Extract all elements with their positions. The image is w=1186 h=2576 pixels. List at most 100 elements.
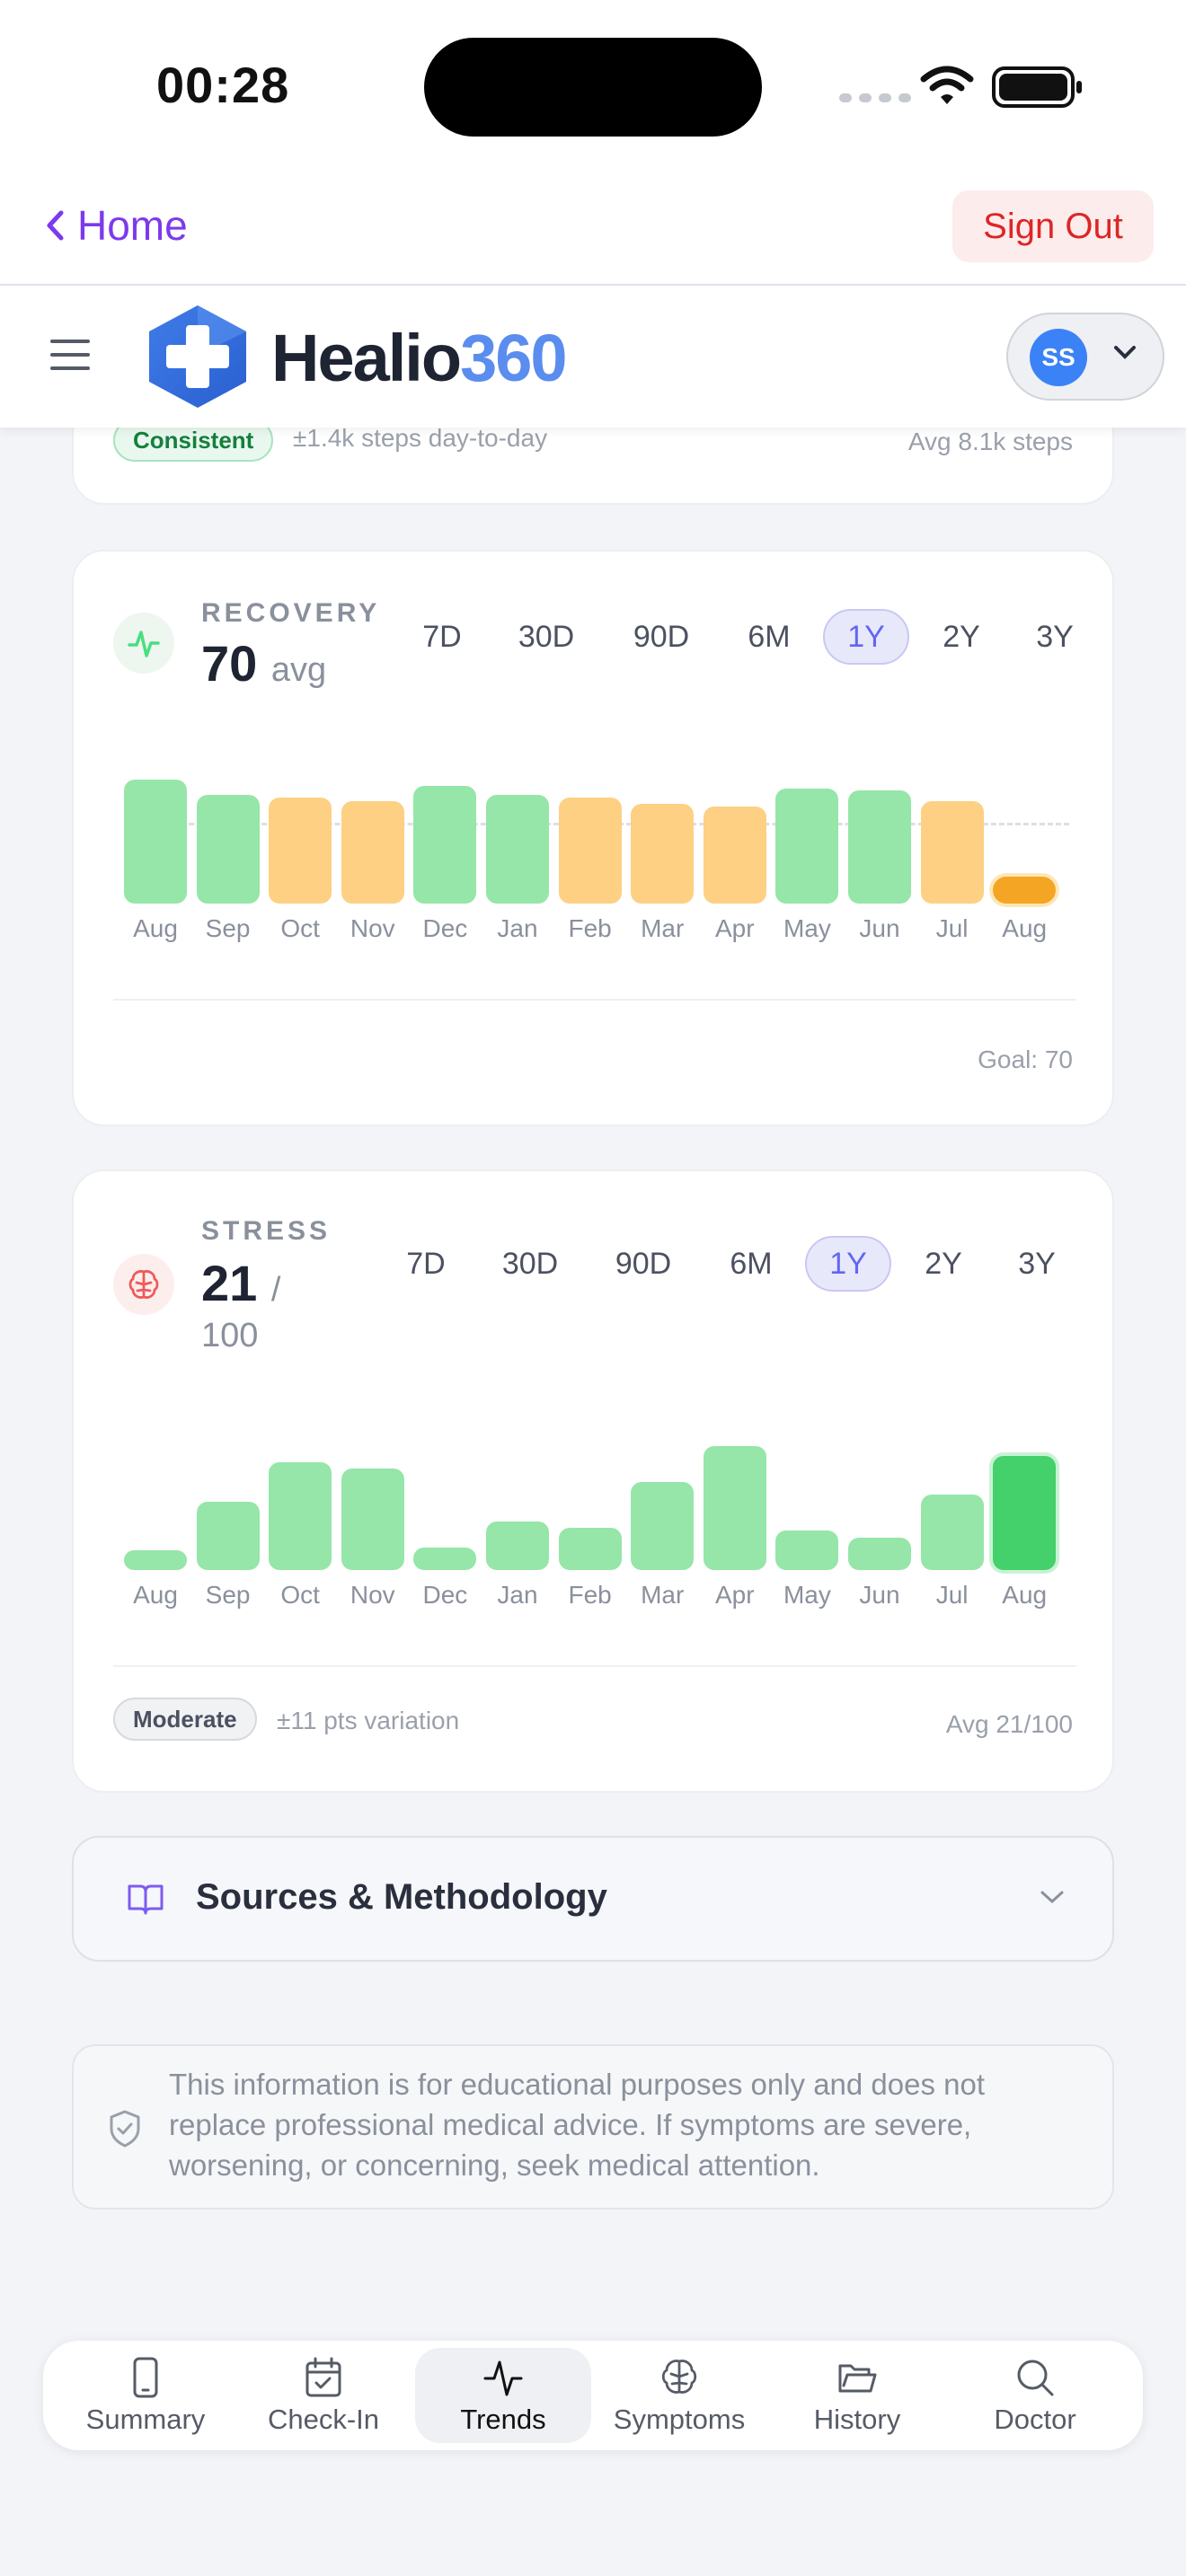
range-tab-30d[interactable]: 30D [501,1246,559,1281]
tab-check-in[interactable]: Check-In [235,2348,412,2443]
month-label: Jul [935,1581,969,1609]
range-tab-90d[interactable]: 90D [633,619,690,654]
range-tab-2y[interactable]: 2Y [925,1246,962,1281]
stress-bar[interactable] [920,1495,984,1570]
sources-accordion[interactable]: Sources & Methodology [72,1836,1114,1962]
avatar: SS [1030,329,1087,386]
back-home-link[interactable]: Home [45,201,188,250]
sources-title: Sources & Methodology [196,1877,607,1917]
month-label: Apr [715,1581,755,1609]
stress-value: 21 / [201,1255,281,1311]
range-tab-3y[interactable]: 3Y [1018,1246,1056,1281]
battery-icon [992,66,1082,108]
disclaimer-text: This information is for educational purp… [169,2068,986,2182]
user-menu-button[interactable]: SS [1006,313,1164,401]
recovery-bar[interactable] [993,877,1057,904]
month-label: Apr [715,914,755,942]
range-tab-1y[interactable]: 1Y [805,1236,891,1292]
stress-bar[interactable] [993,1456,1057,1570]
stress-bar[interactable] [848,1538,911,1570]
month-label: Feb [568,914,612,942]
range-tab-90d[interactable]: 90D [615,1246,672,1281]
sign-out-button[interactable]: Sign Out [952,190,1154,262]
recovery-bar[interactable] [486,795,549,904]
tab-history[interactable]: History [769,2348,945,2443]
tab-label: Summary [85,2404,206,2435]
recovery-bar[interactable] [196,795,260,904]
month-label: Jul [935,914,969,942]
range-tab-3y[interactable]: 3Y [1036,619,1074,654]
range-tab-7d[interactable]: 7D [406,1246,446,1281]
stress-bar[interactable] [124,1550,187,1570]
brand-name: Healio360 [271,321,568,395]
bottom-tab-bar: Summary Check-In Trends Symptoms History… [43,2341,1143,2450]
recovery-bar[interactable] [920,801,984,904]
recovery-bar[interactable] [413,786,477,904]
range-tab-7d[interactable]: 7D [422,619,462,654]
tab-label: Trends [460,2404,546,2435]
recovery-bar[interactable] [703,807,766,904]
menu-icon[interactable] [50,340,90,380]
brain-icon [661,2360,697,2394]
recovery-bar[interactable] [631,804,695,904]
month-label: Feb [568,1581,612,1609]
search-icon [1017,2360,1054,2396]
stress-bar[interactable] [631,1482,695,1570]
range-tab-30d[interactable]: 30D [518,619,575,654]
folder-icon [838,2364,877,2393]
recovery-bar[interactable] [124,780,187,904]
tab-symptoms[interactable]: Symptoms [591,2348,767,2443]
activity-icon [483,2360,523,2396]
stress-level-badge: Moderate [113,1698,257,1741]
recovery-bar[interactable] [848,790,911,904]
calendar-check-icon [305,2357,341,2397]
month-label: Jan [497,914,538,942]
brain-icon [113,1254,174,1315]
stress-bar[interactable] [269,1462,332,1570]
recovery-bar[interactable] [341,801,404,904]
stress-bar[interactable] [196,1502,260,1570]
divider [113,999,1076,1001]
stress-bar[interactable] [413,1548,477,1570]
stress-bar[interactable] [775,1531,839,1570]
month-label: Aug [1002,914,1048,942]
stress-bar[interactable] [341,1469,404,1570]
nav-bar: Home Sign Out [0,171,1186,286]
stress-bar[interactable] [486,1522,549,1570]
status-bar: 00:28 [0,0,1186,171]
recovery-bar[interactable] [558,798,622,904]
range-tab-2y[interactable]: 2Y [943,619,980,654]
recovery-card: RECOVERY 70 avg 7D 30D 90D 6M 1Y 2Y 3Y Aug Sep O… [72,550,1114,1126]
tab-label: History [813,2404,901,2435]
wifi-icon [920,66,974,104]
stress-average: Avg 21/100 [945,1710,1073,1738]
phone-icon [133,2357,158,2398]
cellular-signal-icon [839,93,911,102]
tab-doctor[interactable]: Doctor [947,2348,1123,2443]
range-tab-6m[interactable]: 6M [730,1246,773,1281]
month-label: Sep [205,914,251,942]
month-label: Mar [641,914,685,942]
month-label: Jun [859,914,900,942]
month-label: Aug [133,914,178,942]
recovery-bar[interactable] [269,798,332,904]
range-tab-1y[interactable]: 1Y [823,609,909,665]
month-label: Nov [350,914,395,942]
stress-bar[interactable] [558,1528,622,1570]
month-label: Oct [280,1581,320,1609]
tab-summary[interactable]: Summary [58,2348,234,2443]
stress-variation: ±11 pts variation [277,1707,460,1734]
dynamic-island [424,38,762,137]
tab-label: Check-In [267,2404,380,2435]
range-tab-6m[interactable]: 6M [748,619,791,654]
recovery-bar[interactable] [775,789,839,904]
stress-bar[interactable] [703,1446,766,1570]
healio-logo-icon [149,305,246,408]
chevron-left-icon [47,210,64,241]
activity-icon [113,613,174,674]
month-label: Dec [422,914,468,942]
steps-average: Avg 8.1k steps [907,428,1073,455]
stress-max: 100 [201,1317,259,1354]
tab-trends[interactable]: Trends [415,2348,591,2443]
tab-label: Symptoms [613,2404,746,2435]
